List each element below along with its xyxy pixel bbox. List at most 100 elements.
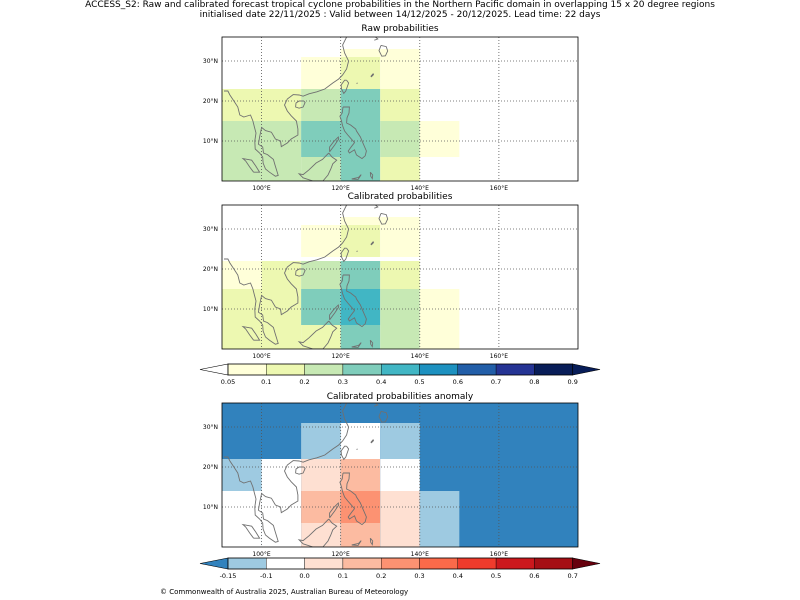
colorbar-tick-label: 0.7: [491, 378, 501, 386]
colorbar-tick-label: 0.2: [299, 378, 309, 386]
lat-tick-label: 10°N: [203, 138, 218, 145]
lon-tick-label: 160°E: [490, 185, 508, 192]
probability-cell: [340, 157, 381, 181]
colorbar-tick-label: 0.0: [299, 572, 309, 580]
colorbar-over-extension: [572, 363, 601, 376]
coastline: [378, 410, 389, 423]
colorbar-probability: 0.05 0.1 0.2 0.3 0.4 0.5 0.6 0.7 0.8 0.9: [199, 363, 601, 386]
lat-tick-label: 20°N: [203, 464, 218, 471]
map-frame: [221, 402, 579, 548]
probability-cell: [340, 289, 381, 325]
panel-title-calibrated: Calibrated probabilities: [347, 192, 453, 202]
colorbar-tick-label: 0.6: [529, 572, 539, 580]
coastline: [339, 472, 367, 526]
colorbar-swatch: [381, 363, 420, 376]
colorbar-swatch: [304, 557, 344, 570]
probability-cell: [301, 423, 341, 459]
colorbar-swatch: [419, 557, 458, 570]
colorbar-tick-label: 0.5: [414, 378, 424, 386]
colorbar-tick-label: 0.9: [568, 378, 578, 386]
colorbar-anomaly: -0.15 -0.1 0.0 0.1 0.2 0.3 0.4 0.5 0.6 0.7: [199, 557, 601, 580]
coastline: [297, 152, 338, 181]
coastline: [329, 136, 340, 153]
coastline: [241, 325, 261, 341]
map-panel-calibrated: 100°E 120°E 140°E 160°E 30°N 20°N 10°N: [203, 204, 579, 360]
lon-tick-label: 140°E: [411, 551, 429, 558]
lat-tick-label: 30°N: [203, 424, 218, 431]
colorbar-tick-label: 0.3: [414, 572, 424, 580]
probability-cell: [380, 89, 420, 121]
colorbar-tick-label: 0.1: [338, 572, 348, 580]
probability-cell: [419, 121, 460, 157]
colorbar-swatch: [419, 363, 458, 376]
coastline: [369, 339, 374, 348]
probability-cell: [301, 459, 341, 491]
coastline: [339, 106, 367, 160]
colorbar-tick-label: 0.6: [453, 378, 463, 386]
coastline: [370, 240, 375, 246]
coastline: [224, 403, 350, 543]
probability-cell: [340, 57, 381, 89]
probability-cell: [222, 89, 302, 121]
probability-cell: [301, 57, 341, 89]
colorbar-tick-label: 0.4: [376, 378, 386, 386]
coastline: [241, 157, 261, 173]
coastline: [374, 205, 379, 209]
coastline: [374, 37, 379, 41]
probability-cell: [380, 459, 420, 491]
probability-cell: [301, 89, 341, 121]
figure-subtitle: initialised date 22/11/2025 : Valid betw…: [199, 10, 601, 20]
lon-tick-label: 160°E: [490, 353, 508, 360]
probability-cell: [340, 217, 381, 225]
probability-cell: [380, 423, 420, 459]
colorbar-tick-label: 0.2: [376, 572, 386, 580]
colorbar-tick-label: 0.1: [261, 378, 271, 386]
probability-cell: [261, 261, 302, 289]
colorbar-swatch: [342, 363, 382, 376]
panel-title-anomaly: Calibrated probabilities anomaly: [326, 392, 474, 402]
coastline: [378, 44, 389, 57]
colorbar-swatch: [495, 363, 535, 376]
probability-cell: [340, 225, 381, 257]
probability-cell: [301, 325, 341, 349]
colorbar-swatch: [457, 557, 497, 570]
coastline: [351, 540, 362, 546]
coastline: [224, 37, 350, 177]
probability-cell: [380, 261, 420, 289]
colorbar-swatch: [227, 557, 267, 570]
coastline: [297, 320, 338, 349]
colorbar-swatch: [534, 363, 573, 376]
coastline: [340, 79, 350, 95]
coastline: [340, 445, 350, 461]
coastline: [224, 205, 350, 345]
colorbar-over-extension: [572, 557, 601, 570]
coastline: [369, 171, 374, 180]
coastline: [295, 466, 306, 475]
colorbar-swatch: [534, 557, 573, 570]
panel-title-raw: Raw probabilities: [361, 24, 439, 34]
colorbar-swatch: [495, 557, 535, 570]
probability-cell: [222, 459, 262, 491]
lon-tick-label: 100°E: [252, 551, 270, 558]
coastline: [329, 502, 340, 519]
probability-cell: [340, 325, 381, 349]
coastline: [374, 403, 379, 407]
lon-tick-label: 140°E: [411, 185, 429, 192]
coastline: [369, 537, 374, 546]
lat-tick-label: 20°N: [203, 98, 218, 105]
lat-tick-label: 30°N: [203, 226, 218, 233]
lat-tick-label: 10°N: [203, 306, 218, 313]
colorbar-tick-label: 0.8: [529, 378, 539, 386]
probability-cell: [419, 491, 460, 547]
colorbar-tick-label: -0.15: [220, 572, 237, 580]
colorbar-swatch: [342, 557, 382, 570]
figure-title: ACCESS_S2: Raw and calibrated forecast t…: [85, 0, 715, 10]
colorbar-swatch: [381, 557, 420, 570]
lat-tick-label: 10°N: [203, 504, 218, 511]
probability-cell: [380, 289, 420, 349]
colorbar-tick-label: 0.3: [338, 378, 348, 386]
lat-tick-label: 20°N: [203, 266, 218, 273]
probability-cell: [301, 261, 341, 289]
lon-tick-label: 140°E: [411, 353, 429, 360]
